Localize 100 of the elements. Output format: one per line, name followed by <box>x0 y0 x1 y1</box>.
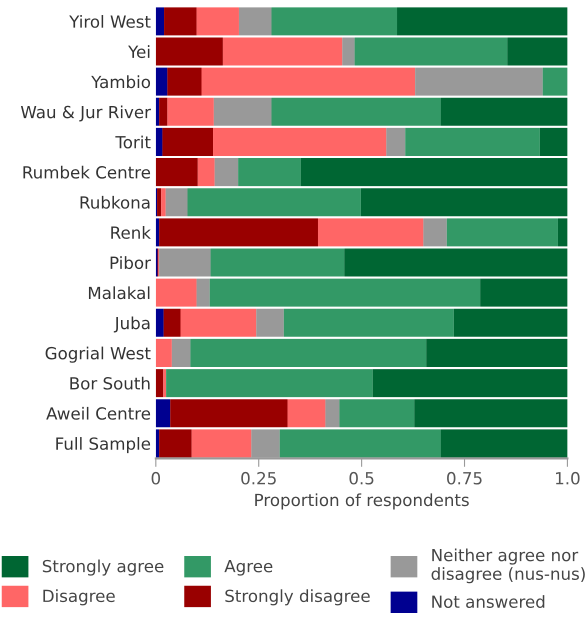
bar <box>196 7 239 36</box>
bar <box>156 308 164 337</box>
bar <box>159 248 211 277</box>
bar <box>172 338 190 367</box>
bar <box>213 128 386 156</box>
bar <box>446 218 558 246</box>
bar <box>190 338 426 367</box>
y-tick-label: Yambio <box>91 75 150 88</box>
bar <box>156 399 170 428</box>
bar <box>360 188 568 216</box>
y-tick-label: Bor South <box>70 376 150 390</box>
bar <box>238 7 272 36</box>
bar <box>271 98 441 126</box>
bar <box>156 68 168 96</box>
bar <box>188 188 361 216</box>
y-tick-label: Yei <box>128 45 150 58</box>
bar <box>288 399 326 428</box>
bar <box>256 308 284 337</box>
y-tick-label: Rumbek Centre <box>23 166 150 179</box>
bar <box>214 98 272 126</box>
legend-label: Not answered <box>432 595 544 608</box>
bar <box>156 98 160 126</box>
bar <box>156 278 197 307</box>
bar <box>300 158 568 186</box>
x-tick-label: 0.25 <box>241 472 276 485</box>
y-tick-label: Renk <box>111 226 151 239</box>
bar <box>354 37 508 66</box>
bar <box>414 399 568 428</box>
bar <box>156 338 172 367</box>
bar <box>540 128 568 156</box>
bar <box>166 188 188 216</box>
bar <box>344 248 568 277</box>
bar <box>156 158 198 186</box>
bar <box>156 128 162 156</box>
bar <box>507 37 568 66</box>
bar <box>397 7 568 36</box>
y-tick-label: Torit <box>115 136 151 148</box>
bar <box>214 158 238 186</box>
bar <box>180 308 256 337</box>
bar <box>156 218 160 246</box>
x-tick-label: 0.5 <box>349 472 374 485</box>
legend-label: Strongly agree <box>42 560 164 576</box>
bar <box>454 308 568 337</box>
bar <box>156 369 164 398</box>
bar <box>210 278 480 307</box>
bar <box>280 429 441 458</box>
bar <box>542 68 568 96</box>
legend-label: Disagree <box>43 589 115 606</box>
bar <box>164 308 181 337</box>
bar <box>372 369 568 398</box>
bar <box>198 158 215 186</box>
bar <box>164 7 197 36</box>
bar <box>238 158 301 186</box>
bar <box>426 338 568 367</box>
bar <box>159 98 168 126</box>
bar <box>167 68 202 96</box>
bar <box>166 369 373 398</box>
bar <box>163 369 166 398</box>
bar <box>440 429 568 458</box>
bar <box>156 37 223 66</box>
x-tick-label: 0.75 <box>447 472 482 485</box>
legend-label: Strongly disagree <box>225 589 370 606</box>
bar <box>423 218 447 246</box>
bar <box>386 128 406 156</box>
x-axis-title: Proportion of respondents <box>255 493 469 510</box>
bar <box>159 429 192 458</box>
bar <box>170 399 288 428</box>
y-tick-label: Malakal <box>88 286 150 300</box>
bar <box>405 128 540 156</box>
bar <box>325 399 340 428</box>
y-tick-label: Juba <box>114 316 150 332</box>
bar <box>271 7 398 36</box>
bar <box>167 98 214 126</box>
bar <box>210 248 344 277</box>
bar <box>558 218 568 246</box>
bar <box>480 278 568 307</box>
y-tick-label: Yirol West <box>69 15 151 28</box>
y-tick-label: Rubkona <box>80 196 150 209</box>
legend-label: Neither agree nor disagree (nus-nus) <box>432 548 585 584</box>
bar <box>157 188 162 216</box>
bar <box>156 7 164 36</box>
bar <box>339 399 414 428</box>
bar <box>202 68 416 96</box>
bar <box>318 218 424 246</box>
bar <box>192 429 252 458</box>
y-tick-label: Gogrial West <box>46 346 151 363</box>
y-tick-label: Pibor <box>110 256 151 270</box>
y-tick-label: Aweil Centre <box>46 406 150 420</box>
bar <box>415 68 543 96</box>
bar <box>342 37 355 66</box>
x-tick-label: 1.0 <box>556 472 580 485</box>
bar <box>284 308 454 337</box>
bar <box>156 429 160 458</box>
bar <box>222 37 342 66</box>
bar <box>440 98 568 126</box>
legend-label: Agree <box>224 560 272 576</box>
bar <box>161 188 166 216</box>
x-tick-label: 0 <box>152 472 160 485</box>
bar <box>196 278 210 307</box>
y-tick-label: Full Sample <box>56 437 150 454</box>
